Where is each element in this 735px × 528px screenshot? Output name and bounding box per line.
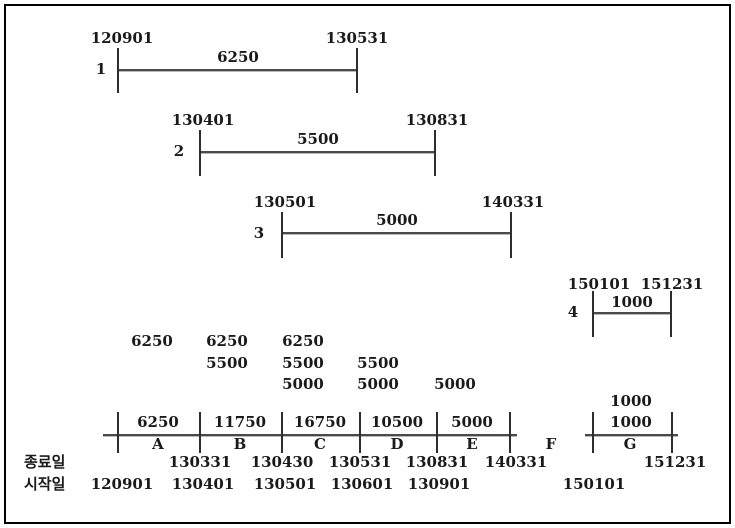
segment-start-date: 130401 — [171, 475, 235, 493]
item-bar-left-tick — [199, 130, 201, 176]
segment-end-date: 130531 — [328, 453, 392, 471]
item-bar-line — [200, 151, 436, 153]
axis-tick — [281, 412, 283, 453]
segment-end-date: 130831 — [405, 453, 469, 471]
item-value: 1000 — [611, 293, 653, 311]
item-bar-left-tick — [117, 48, 119, 93]
item-value: 5000 — [376, 211, 418, 229]
segment-letter: D — [390, 435, 404, 453]
item-number: 4 — [567, 303, 579, 321]
segment-start-date: 150101 — [562, 475, 626, 493]
segment-end-date: 140331 — [484, 453, 548, 471]
segment-letter: A — [152, 435, 164, 453]
segment-total: 11750 — [213, 413, 267, 431]
segment-start-date: 130901 — [407, 475, 471, 493]
item-number: 1 — [95, 60, 107, 78]
segment-total: 10500 — [370, 413, 424, 431]
axis-tick — [436, 412, 438, 453]
axis-line-main — [103, 434, 517, 436]
segment-total: 16750 — [293, 413, 347, 431]
stack-value: 5500 — [282, 354, 324, 372]
item-bar-right-tick — [670, 291, 672, 337]
segment-letter: F — [545, 435, 557, 453]
item-start-date: 150101 — [567, 275, 631, 293]
item-bar-right-tick — [356, 48, 358, 93]
item-end-date: 130531 — [325, 29, 389, 47]
item-bar-left-tick — [592, 291, 594, 337]
axis-tick — [359, 412, 361, 453]
item-number: 2 — [173, 142, 185, 160]
segment-total: 5000 — [451, 413, 493, 431]
segment-letter: C — [314, 435, 326, 453]
item-end-date: 140331 — [481, 193, 545, 211]
item-value: 5500 — [297, 130, 339, 148]
item-bar-line — [593, 312, 672, 314]
axis-tick — [117, 412, 119, 453]
stack-value: 5000 — [434, 375, 476, 393]
segment-start-date: 130601 — [330, 475, 394, 493]
segment-start-date: 130501 — [253, 475, 317, 493]
item-value: 6250 — [217, 48, 259, 66]
stack-value: 5000 — [282, 375, 324, 393]
segment-letter: B — [233, 435, 247, 453]
item-bar-line — [282, 232, 512, 234]
stack-value: 5000 — [357, 375, 399, 393]
segment-end-date: 130430 — [250, 453, 314, 471]
segment-letter: E — [466, 435, 478, 453]
stack-value: 1000 — [610, 392, 652, 410]
item-bar-left-tick — [281, 212, 283, 258]
item-end-date: 151231 — [640, 275, 704, 293]
end-date-row-label: 종료일 — [24, 453, 66, 471]
segment-end-date: 151231 — [643, 453, 707, 471]
item-number: 3 — [253, 224, 265, 242]
start-date-row-label: 시작일 — [24, 475, 66, 493]
segment-start-date: 120901 — [90, 475, 154, 493]
item-bar-right-tick — [510, 212, 512, 258]
item-bar-line — [118, 69, 357, 71]
segment-end-date: 130331 — [168, 453, 232, 471]
axis-tick — [509, 412, 511, 453]
item-start-date: 130501 — [253, 193, 317, 211]
axis-tick — [199, 412, 201, 453]
stack-value: 5500 — [206, 354, 248, 372]
stack-value: 6250 — [282, 332, 324, 350]
stack-value: 5500 — [357, 354, 399, 372]
item-end-date: 130831 — [405, 111, 469, 129]
segment-letter: G — [623, 435, 637, 453]
axis-tick — [671, 412, 673, 453]
segment-total: 6250 — [137, 413, 179, 431]
stack-value: 6250 — [206, 332, 248, 350]
segment-total: 1000 — [610, 413, 652, 431]
outer-border — [4, 4, 731, 524]
item-start-date: 120901 — [90, 29, 154, 47]
item-bar-right-tick — [434, 130, 436, 176]
item-start-date: 130401 — [171, 111, 235, 129]
stack-value: 6250 — [131, 332, 173, 350]
axis-tick — [592, 412, 594, 453]
axis-line-g — [585, 434, 678, 436]
